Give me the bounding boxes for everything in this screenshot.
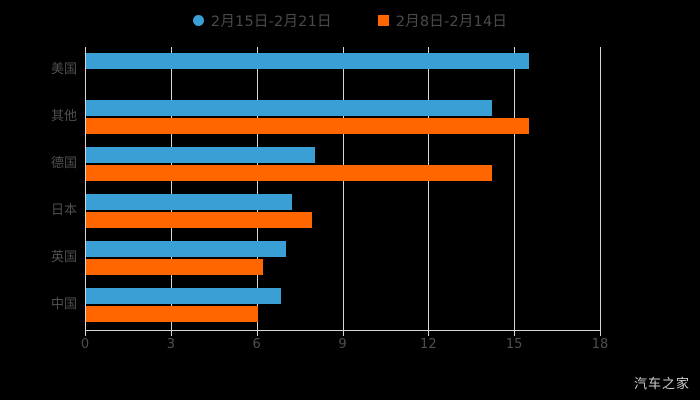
x-tick-label: 0 bbox=[80, 337, 90, 352]
x-axis-line bbox=[85, 330, 601, 331]
bar[interactable] bbox=[86, 164, 493, 181]
gridline bbox=[256, 47, 258, 330]
x-tick-mark bbox=[256, 331, 258, 336]
category-label: 其他 bbox=[50, 108, 77, 124]
gridline bbox=[85, 47, 86, 330]
legend-entry-series-2[interactable]: 2月8日-2月14日 bbox=[377, 10, 508, 31]
x-axis: 0 3 6 9 12 15 18 bbox=[81, 331, 608, 355]
category-axis: 美国其他德国日本英国中国 bbox=[0, 47, 77, 330]
legend-label-series-1: 2月15日-2月21日 bbox=[210, 13, 332, 30]
bar[interactable] bbox=[86, 212, 313, 229]
gridline bbox=[170, 47, 172, 330]
x-tick-label: 12 bbox=[420, 337, 437, 352]
x-tick-mark bbox=[428, 331, 430, 336]
bar[interactable] bbox=[86, 194, 292, 211]
plot-area bbox=[85, 47, 601, 330]
watermark: 汽车之家 bbox=[633, 377, 690, 392]
x-tick-label: 15 bbox=[505, 337, 523, 352]
category-label: 日本 bbox=[50, 203, 77, 219]
bar[interactable] bbox=[86, 146, 315, 163]
legend-label-series-2: 2月8日-2月14日 bbox=[395, 13, 508, 30]
x-tick-label: 9 bbox=[338, 337, 347, 352]
x-tick-label: 6 bbox=[252, 337, 261, 352]
x-tick-mark bbox=[170, 331, 172, 336]
category-label: 英国 bbox=[50, 250, 77, 266]
category-label: 美国 bbox=[50, 61, 77, 77]
x-tick-label: 18 bbox=[591, 337, 609, 352]
gridline bbox=[514, 47, 516, 330]
bar[interactable] bbox=[86, 52, 530, 69]
bar[interactable] bbox=[86, 288, 281, 305]
gridline bbox=[600, 47, 601, 330]
x-tick-mark bbox=[342, 331, 344, 336]
gridline bbox=[428, 47, 430, 330]
x-tick-mark bbox=[514, 331, 516, 336]
bar[interactable] bbox=[86, 306, 258, 323]
square-marker-icon bbox=[377, 14, 389, 26]
bar[interactable] bbox=[86, 117, 530, 134]
circle-marker-icon bbox=[192, 14, 204, 26]
category-label: 德国 bbox=[50, 155, 77, 171]
category-label: 中国 bbox=[50, 297, 77, 313]
bar[interactable] bbox=[86, 259, 264, 276]
x-tick-mark bbox=[600, 331, 601, 336]
gridline bbox=[342, 47, 344, 330]
legend-entry-series-1[interactable]: 2月15日-2月21日 bbox=[192, 10, 332, 31]
bar[interactable] bbox=[86, 99, 493, 116]
x-tick-mark bbox=[85, 331, 86, 336]
x-tick-label: 3 bbox=[166, 337, 175, 352]
chart-legend: 2月15日-2月21日 2月8日-2月14日 bbox=[0, 8, 700, 32]
bar[interactable] bbox=[86, 241, 287, 258]
